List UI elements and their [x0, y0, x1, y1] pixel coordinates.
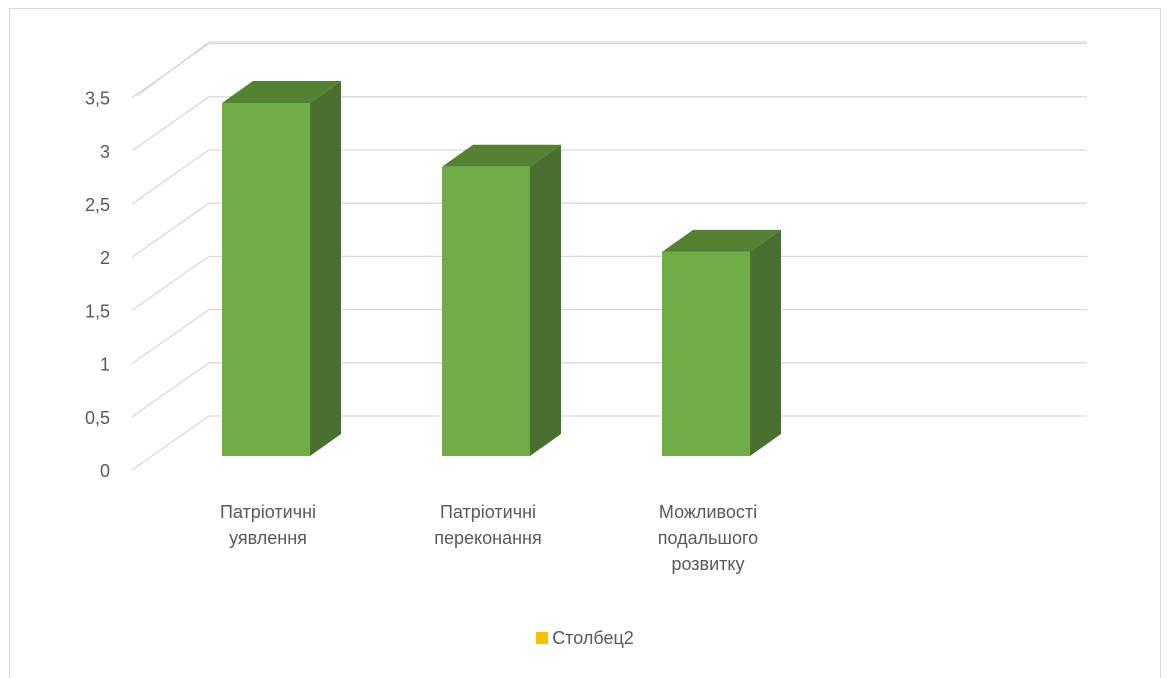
x-tick-label: уявлення [229, 528, 307, 548]
legend: Столбец2 [0, 627, 1170, 649]
y-tick-label: 3 [100, 142, 110, 162]
gridline-diagonal [131, 415, 210, 471]
y-tick-label: 1,5 [85, 301, 110, 321]
bar-top [222, 80, 341, 103]
y-tick-label: 3,5 [85, 89, 110, 109]
x-tick-label: переконання [434, 528, 541, 548]
bar [662, 251, 750, 456]
x-tick-label: Патріотичні [220, 502, 316, 522]
legend-swatch [536, 632, 549, 645]
gridline-diagonal [136, 41, 210, 97]
bar [442, 166, 530, 457]
gridline-diagonal [131, 202, 210, 258]
gridline-diagonal [131, 96, 210, 152]
y-tick-label: 1 [100, 355, 110, 375]
gridline-diagonal [131, 362, 210, 418]
x-tick-label: Можливості [659, 502, 757, 522]
x-tick-label: подальшого [658, 528, 758, 548]
gridline-diagonal [131, 149, 210, 205]
bar-side [310, 80, 341, 457]
gridline-diagonal [131, 309, 210, 365]
legend-label: Столбец2 [552, 627, 634, 648]
gridline-diagonal [131, 255, 210, 311]
chart-frame [9, 8, 1161, 678]
y-tick-label: 2 [100, 248, 110, 268]
bar-top [662, 229, 781, 252]
y-tick-label: 2,5 [85, 195, 110, 215]
x-tick-label: Патріотичні [440, 502, 536, 522]
bar-side [530, 144, 561, 457]
bar-side [750, 229, 781, 456]
x-tick-label: розвитку [671, 554, 744, 574]
bar-top [442, 144, 561, 167]
bar [222, 102, 310, 457]
y-tick-label: 0,5 [85, 408, 110, 428]
y-tick-label: 0 [100, 461, 110, 481]
